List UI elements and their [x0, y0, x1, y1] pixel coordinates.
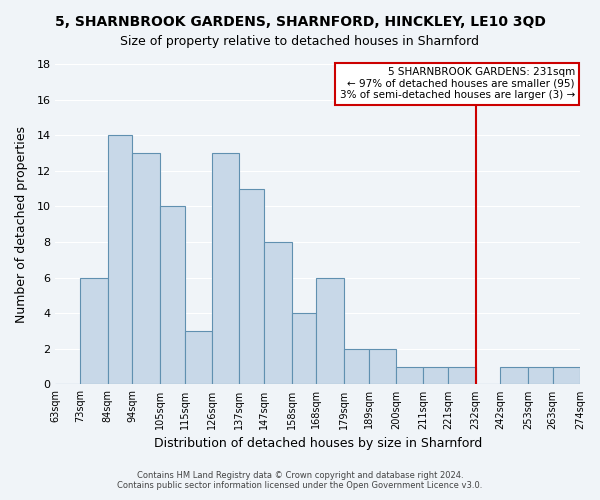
Bar [133, 153, 160, 384]
Text: Contains HM Land Registry data © Crown copyright and database right 2024.
Contai: Contains HM Land Registry data © Crown c… [118, 470, 482, 490]
Bar [316, 278, 344, 384]
X-axis label: Distribution of detached houses by size in Sharnford: Distribution of detached houses by size … [154, 437, 482, 450]
Bar [80, 278, 107, 384]
Bar [185, 331, 212, 384]
Bar [212, 153, 239, 384]
Text: 5, SHARNBROOK GARDENS, SHARNFORD, HINCKLEY, LE10 3QD: 5, SHARNBROOK GARDENS, SHARNFORD, HINCKL… [55, 15, 545, 29]
Bar [239, 188, 264, 384]
Bar [424, 366, 448, 384]
Bar [264, 242, 292, 384]
Bar [160, 206, 185, 384]
Text: Size of property relative to detached houses in Sharnford: Size of property relative to detached ho… [121, 35, 479, 48]
Bar [528, 366, 553, 384]
Bar [368, 349, 396, 384]
Bar [396, 366, 424, 384]
Bar [553, 366, 580, 384]
Bar [344, 349, 368, 384]
Bar [292, 313, 316, 384]
Bar [107, 135, 133, 384]
Bar [448, 366, 476, 384]
Bar [500, 366, 528, 384]
Text: 5 SHARNBROOK GARDENS: 231sqm
← 97% of detached houses are smaller (95)
3% of sem: 5 SHARNBROOK GARDENS: 231sqm ← 97% of de… [340, 67, 575, 100]
Y-axis label: Number of detached properties: Number of detached properties [15, 126, 28, 322]
